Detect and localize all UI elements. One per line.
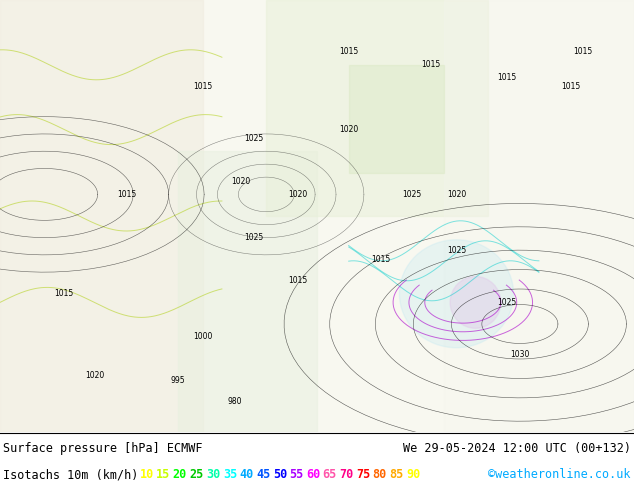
Text: 35: 35	[223, 468, 237, 481]
Text: 20: 20	[173, 468, 187, 481]
Bar	[349, 65, 444, 173]
Bar	[266, 0, 488, 216]
Text: 1025: 1025	[244, 233, 263, 242]
Text: 15: 15	[156, 468, 171, 481]
Text: 1020: 1020	[86, 371, 105, 380]
Text: 40: 40	[240, 468, 254, 481]
Text: 90: 90	[406, 468, 420, 481]
Text: 65: 65	[323, 468, 337, 481]
Text: 1020: 1020	[339, 125, 358, 134]
Text: 995: 995	[170, 376, 185, 385]
Text: 50: 50	[273, 468, 287, 481]
Text: 75: 75	[356, 468, 370, 481]
Text: Surface pressure [hPa] ECMWF: Surface pressure [hPa] ECMWF	[3, 442, 202, 455]
Text: 1020: 1020	[447, 190, 466, 199]
Text: 70: 70	[339, 468, 354, 481]
Text: 1015: 1015	[54, 289, 73, 298]
Text: 1015: 1015	[422, 60, 441, 69]
Text: 1025: 1025	[447, 246, 466, 255]
Text: 1015: 1015	[288, 276, 307, 285]
Text: 85: 85	[389, 468, 403, 481]
Text: 45: 45	[256, 468, 270, 481]
Text: 80: 80	[373, 468, 387, 481]
Text: 1015: 1015	[498, 74, 517, 82]
Text: ©weatheronline.co.uk: ©weatheronline.co.uk	[489, 468, 631, 481]
Text: 1025: 1025	[244, 134, 263, 143]
Bar	[0, 0, 203, 432]
Text: 1015: 1015	[371, 255, 390, 264]
Text: 980: 980	[228, 397, 242, 406]
Bar	[444, 0, 634, 432]
Text: 30: 30	[206, 468, 221, 481]
Text: 1015: 1015	[574, 48, 593, 56]
Text: 60: 60	[306, 468, 320, 481]
Ellipse shape	[450, 276, 501, 328]
Text: 1015: 1015	[193, 82, 212, 91]
Ellipse shape	[399, 240, 514, 348]
Bar	[178, 151, 317, 432]
Text: 1025: 1025	[403, 190, 422, 199]
Text: 1030: 1030	[510, 350, 529, 359]
Text: 1000: 1000	[193, 332, 212, 342]
Text: Isotachs 10m (km/h): Isotachs 10m (km/h)	[3, 468, 138, 481]
Text: 1025: 1025	[498, 298, 517, 307]
Text: 1020: 1020	[231, 177, 250, 186]
Text: 25: 25	[190, 468, 204, 481]
Text: 1015: 1015	[117, 190, 136, 199]
Text: 1015: 1015	[561, 82, 580, 91]
Text: 55: 55	[289, 468, 304, 481]
Text: 10: 10	[139, 468, 154, 481]
Text: 1015: 1015	[339, 48, 358, 56]
Text: We 29-05-2024 12:00 UTC (00+132): We 29-05-2024 12:00 UTC (00+132)	[403, 442, 631, 455]
Text: 1020: 1020	[288, 190, 307, 199]
